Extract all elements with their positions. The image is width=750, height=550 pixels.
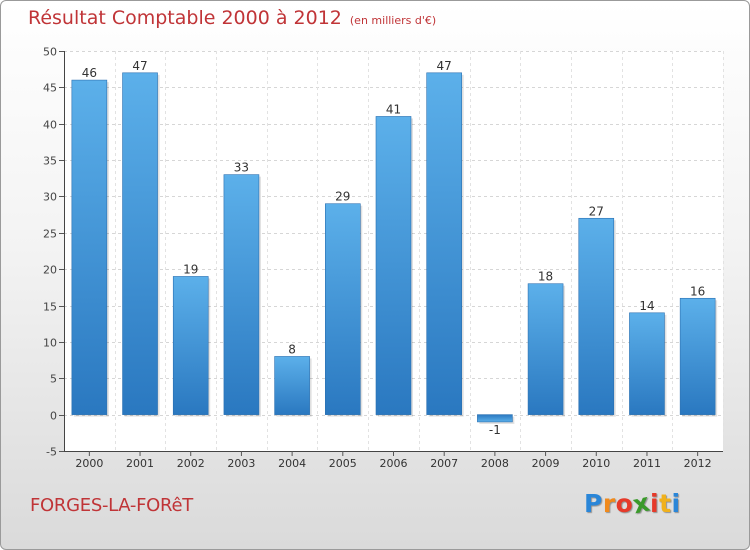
bar-2001 <box>122 72 158 415</box>
x-tick-label-2007: 2007 <box>430 457 458 470</box>
data-label-2009: 18 <box>538 270 553 284</box>
data-label-2010: 27 <box>589 204 604 218</box>
bar-2010 <box>578 217 615 415</box>
bar-2002 <box>172 276 209 415</box>
logo-letter: r <box>602 489 616 518</box>
data-label-2004: 8 <box>288 342 296 356</box>
bar-2012 <box>679 297 716 415</box>
bar-2000 <box>71 79 108 415</box>
y-tick-label: 15 <box>43 301 57 314</box>
data-label-2002: 19 <box>183 262 198 276</box>
data-label-2007: 47 <box>437 59 452 73</box>
x-tick-label-2002: 2002 <box>177 457 205 470</box>
x-tick-label-2010: 2010 <box>582 457 610 470</box>
x-tick-label-2009: 2009 <box>532 457 560 470</box>
logo-letter: P <box>584 489 603 518</box>
logo-letter: i <box>671 489 681 518</box>
data-label-2001: 47 <box>132 59 147 73</box>
x-tick-label-2000: 2000 <box>75 457 103 470</box>
x-tick-label-2012: 2012 <box>684 457 712 470</box>
y-tick-label: 40 <box>43 119 57 132</box>
y-tick-label: 45 <box>43 82 57 95</box>
y-tick-label: 0 <box>50 410 57 423</box>
chart-subtitle: (en milliers d'€) <box>349 14 437 27</box>
data-label-2012: 16 <box>690 284 705 298</box>
data-label-2003: 33 <box>234 161 249 175</box>
y-tick-label: 20 <box>43 264 57 277</box>
x-tick-label-2008: 2008 <box>481 457 509 470</box>
bar-2005 <box>325 203 361 415</box>
y-tick-label: -5 <box>46 446 57 459</box>
data-label-2005: 29 <box>335 190 350 204</box>
bar-2008 <box>477 414 513 423</box>
y-tick-label: 30 <box>43 191 57 204</box>
y-tick-label: 5 <box>50 373 57 386</box>
y-tick-label: 35 <box>43 155 57 168</box>
bar-2003 <box>223 174 260 415</box>
data-label-2008: -1 <box>489 423 501 437</box>
bar-2011 <box>629 312 665 415</box>
x-tick-label-2001: 2001 <box>126 457 154 470</box>
data-label-2000: 46 <box>82 66 97 80</box>
y-tick-label: 25 <box>43 228 57 241</box>
bar-2007 <box>426 72 462 415</box>
logo-letter: o <box>615 489 634 518</box>
x-tick-label-2004: 2004 <box>278 457 306 470</box>
logo-letter: t <box>659 489 672 518</box>
commune-name: FORGES-LA-FORêT <box>30 495 193 516</box>
chart-title: Résultat Comptable 2000 à 2012 (en millie… <box>28 7 436 29</box>
x-tick-label-2005: 2005 <box>329 457 357 470</box>
chart-title-text: Résultat Comptable 2000 à 2012 <box>28 7 342 29</box>
y-tick-label: 10 <box>43 337 57 350</box>
data-label-2011: 14 <box>639 299 654 313</box>
x-tick-label-2003: 2003 <box>227 457 255 470</box>
proxiti-logo: Proxiti <box>584 488 681 520</box>
bar-2004 <box>274 356 310 415</box>
logo-letter: i <box>650 489 660 518</box>
x-tick-label-2011: 2011 <box>633 457 661 470</box>
bar-2009 <box>527 283 564 415</box>
y-tick-label: 50 <box>43 46 57 59</box>
x-tick-label-2006: 2006 <box>380 457 408 470</box>
data-label-2006: 41 <box>386 102 401 116</box>
bar-2006 <box>375 116 412 415</box>
